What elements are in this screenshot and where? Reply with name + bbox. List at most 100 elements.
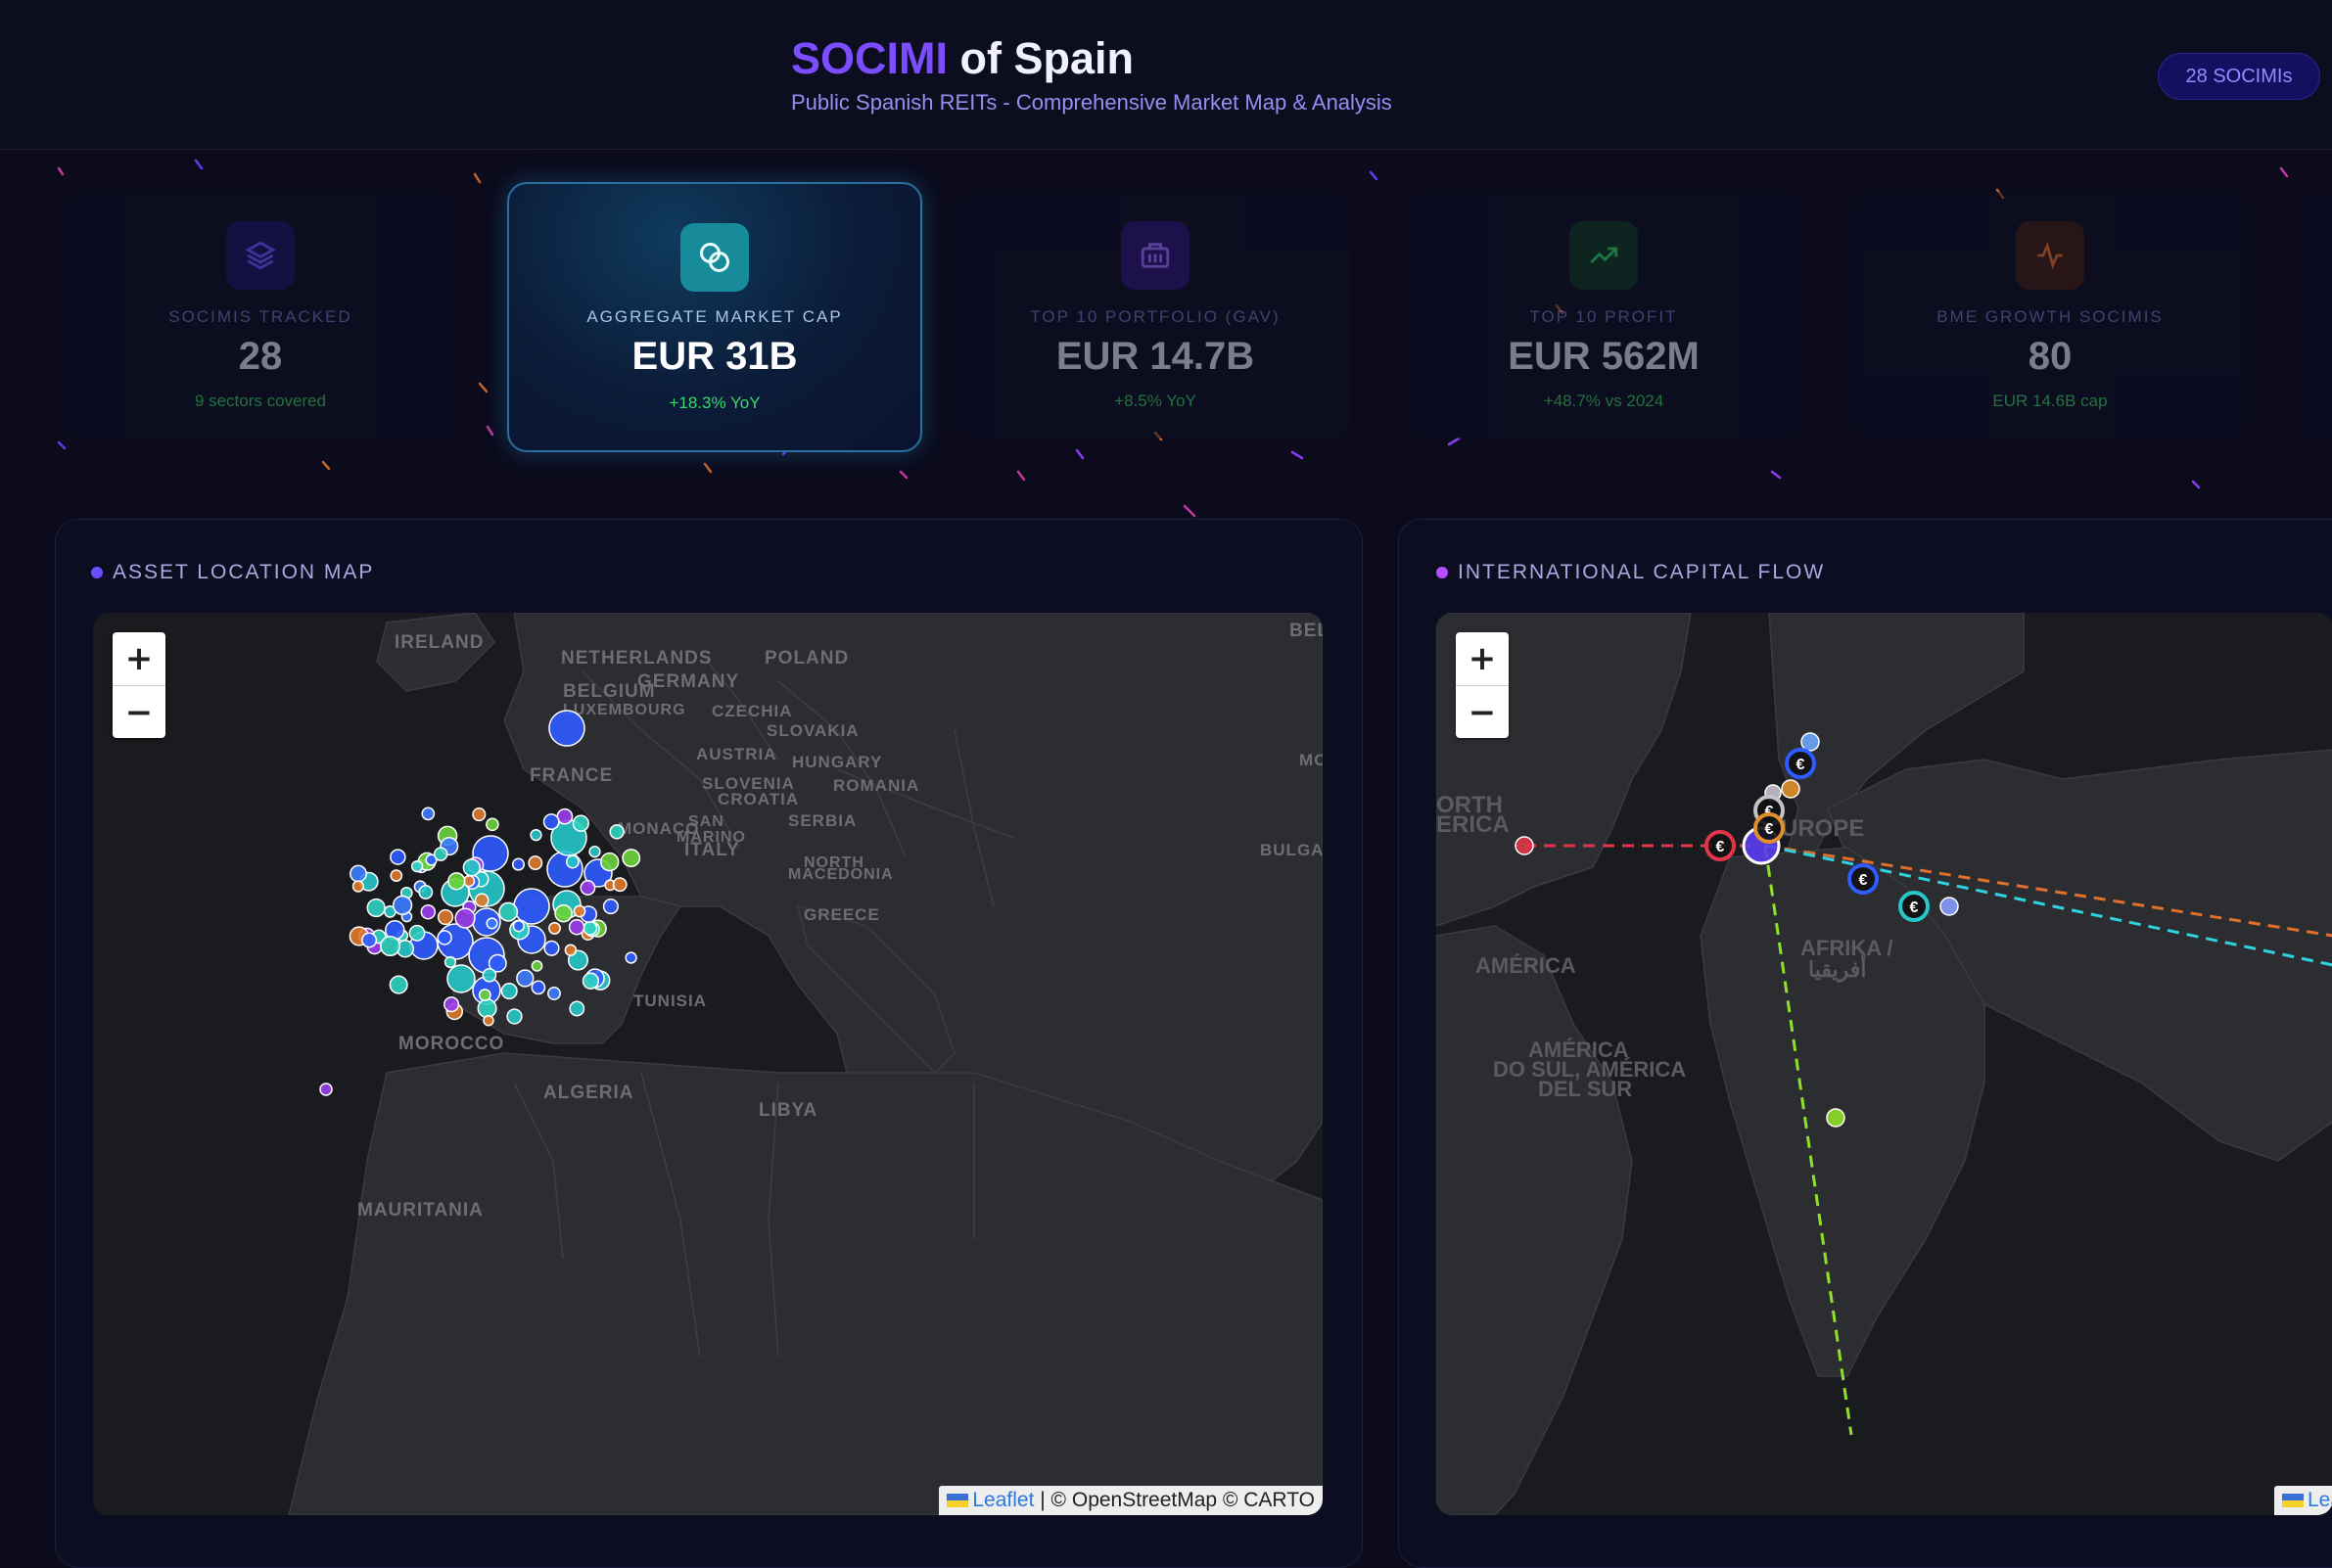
capital-flow-map[interactable]: ORTH ERICA UROPE AMÉRICA AFRIKA / أفريقي… [1436,613,2332,1515]
asset-marker[interactable] [612,877,628,893]
asset-marker[interactable] [547,987,561,1000]
kpi-label: TOP 10 PORTFOLIO (GAV) [1030,307,1281,326]
asset-marker[interactable] [625,951,637,964]
asset-marker[interactable] [390,849,406,865]
asset-marker[interactable] [548,921,561,935]
capital-flow-canvas[interactable]: ORTH ERICA UROPE AMÉRICA AFRIKA / أفريقي… [1436,613,2332,1515]
asset-marker[interactable] [474,893,490,908]
asset-marker[interactable] [390,869,403,882]
asset-marker[interactable] [622,849,641,868]
zoom-in-button[interactable]: + [113,632,165,686]
leaflet-link[interactable]: Lea [2308,1489,2332,1511]
map-label: SLOVAKIA [767,721,860,740]
capital-origin-marker[interactable] [1781,779,1800,799]
asset-marker[interactable] [582,972,600,990]
asset-marker[interactable] [350,864,367,883]
asset-marker[interactable] [446,964,476,993]
leaflet-link[interactable]: Leaflet [972,1489,1035,1511]
asset-marker[interactable] [583,920,598,936]
asset-marker[interactable] [389,975,408,994]
capital-origin-marker[interactable] [1800,732,1820,752]
asset-marker[interactable] [420,903,437,920]
kpi-card-aggregate-market-cap[interactable]: AGGREGATE MARKET CAP EUR 31B +18.3% YoY [507,182,922,452]
asset-marker[interactable] [565,854,580,869]
asset-marker[interactable] [498,901,519,922]
kpi-card-socimis-tracked[interactable]: SOCIMIS TRACKED 28 9 sectors covered [65,192,456,438]
asset-marker[interactable] [569,1000,585,1017]
asset-marker[interactable] [548,710,585,747]
asset-marker[interactable] [568,918,585,936]
asset-marker[interactable] [380,935,401,957]
asset-marker[interactable] [443,996,460,1013]
asset-marker[interactable] [580,880,596,896]
asset-marker[interactable] [542,813,560,831]
asset-marker[interactable] [602,899,619,915]
asset-marker[interactable] [531,980,546,995]
asset-marker[interactable] [482,967,497,983]
asset-marker[interactable] [437,908,454,926]
asset-marker[interactable] [531,960,543,972]
asset-marker[interactable] [511,857,526,871]
asset-marker[interactable] [483,1014,494,1027]
asset-map[interactable]: IRELAND NETHERLANDS GERMANY POLAND BEL B… [93,613,1323,1515]
capital-source-marker[interactable] [1898,891,1930,922]
capital-origin-marker[interactable] [1939,897,1959,916]
attribution-text: | © OpenStreetMap © CARTO [1034,1489,1315,1511]
asset-marker[interactable] [443,955,457,969]
capital-source-marker[interactable] [1847,863,1879,895]
asset-marker[interactable] [513,888,550,925]
asset-marker[interactable] [572,814,589,832]
asset-marker[interactable] [486,917,498,930]
asset-marker[interactable] [410,859,424,873]
kpi-card-bme-growth[interactable]: BME GROWTH SOCIMIS 80 EUR 14.6B cap [1854,192,2246,438]
asset-marker[interactable] [486,817,499,832]
kpi-delta: +18.3% YoY [669,393,761,412]
asset-marker[interactable] [392,895,413,916]
asset-marker[interactable] [421,807,436,821]
capital-source-marker[interactable] [1704,830,1736,861]
asset-marker[interactable] [573,904,586,918]
zoom-control[interactable]: + − [1456,632,1509,738]
map-label: MONACO [618,819,699,838]
capital-origin-marker[interactable] [1826,1108,1845,1128]
kpi-card-top10-portfolio[interactable]: TOP 10 PORTFOLIO (GAV) EUR 14.7B +8.5% Y… [959,192,1351,438]
kpi-card-top10-profit[interactable]: TOP 10 PROFIT EUR 562M +48.7% vs 2024 [1408,192,1799,438]
asset-marker[interactable] [437,930,452,945]
flow-marker-layer[interactable]: €€€€€€ [1515,732,1959,1128]
asset-marker[interactable] [418,885,434,899]
asset-marker[interactable] [599,852,620,872]
asset-marker[interactable] [319,1083,333,1096]
zoom-out-button[interactable]: − [124,693,154,732]
zoom-out-button[interactable]: − [1468,693,1497,732]
capital-origin-marker[interactable] [1515,836,1534,855]
capital-source-marker[interactable] [1785,748,1816,779]
asset-marker[interactable] [512,920,525,933]
asset-marker[interactable] [366,898,386,918]
asset-marker[interactable] [462,858,481,877]
asset-marker[interactable] [477,998,497,1019]
asset-marker[interactable] [528,855,543,871]
asset-map-canvas[interactable]: IRELAND NETHERLANDS GERMANY POLAND BEL B… [93,613,1323,1515]
asset-marker[interactable] [351,880,365,893]
capital-source-marker[interactable] [1753,812,1785,844]
asset-marker[interactable] [472,807,487,822]
asset-marker[interactable] [454,907,476,929]
asset-marker[interactable] [506,1008,523,1025]
asset-marker[interactable] [543,940,560,956]
asset-marker[interactable] [478,989,491,1002]
zoom-in-button[interactable]: + [1456,632,1509,686]
asset-marker[interactable] [447,872,466,891]
asset-marker[interactable] [361,932,378,948]
asset-marker[interactable] [500,983,518,1000]
asset-marker[interactable] [516,969,535,988]
asset-marker[interactable] [433,847,448,861]
asset-marker[interactable] [530,828,542,842]
asset-marker[interactable] [564,944,578,956]
asset-marker[interactable] [609,824,625,840]
asset-marker[interactable] [554,903,573,923]
zoom-control[interactable]: + − [113,632,165,738]
asset-marker[interactable] [588,846,601,858]
asset-marker[interactable] [408,924,426,942]
asset-marker[interactable] [488,953,507,973]
asset-marker-layer[interactable] [319,710,641,1096]
